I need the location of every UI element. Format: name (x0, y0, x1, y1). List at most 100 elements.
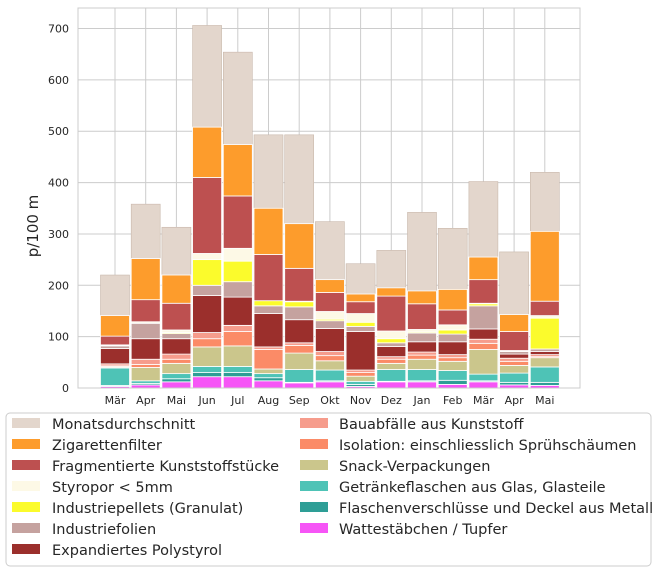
stack-segment (192, 295, 223, 333)
stack-segment (314, 311, 345, 320)
stack-segment (376, 338, 407, 344)
stack-segment (314, 351, 345, 357)
x-tick-label: Jul (230, 394, 244, 407)
stack-segment (468, 381, 499, 389)
legend-swatch (12, 418, 40, 428)
x-tick-label: Jan (413, 394, 431, 407)
y-tick-label: 200 (48, 279, 69, 292)
stack-segment (529, 317, 560, 350)
stack-segment (100, 315, 130, 337)
legend-swatch (12, 502, 40, 512)
stack-segment (222, 376, 253, 389)
stack-segment (314, 328, 345, 352)
stack-segment (130, 338, 161, 360)
stack-segment (376, 342, 407, 347)
stack-segment (100, 348, 130, 365)
stack-segment (100, 335, 130, 346)
stack-segment (468, 338, 499, 344)
stack-segment (284, 223, 315, 269)
stack-segment (345, 293, 376, 303)
stack-segment (345, 380, 376, 385)
stack-segment (222, 144, 253, 197)
stack-segment (284, 301, 315, 308)
stack-segment (376, 295, 407, 332)
stack-segment (161, 353, 192, 360)
legend-swatch (12, 439, 40, 449)
stack-segment (222, 366, 253, 373)
stack-segment (284, 382, 315, 389)
stack-segment (284, 267, 315, 302)
x-tick-label: Nov (350, 394, 372, 407)
y-tick-label: 700 (48, 23, 69, 36)
stacked-series-bars (100, 126, 560, 389)
stack-segment (314, 369, 345, 382)
stack-segment (529, 366, 560, 383)
stack-segment (161, 362, 192, 375)
stack-segment (529, 381, 560, 386)
stack-segment (468, 373, 499, 382)
stack-segment (314, 355, 345, 362)
stack-segment (253, 377, 284, 382)
stack-segment (529, 300, 560, 316)
stack-segment (161, 381, 192, 389)
stack-segment (161, 333, 192, 340)
legend-label: Flaschenverschlüsse und Deckel aus Metal… (339, 501, 653, 517)
stack-segment (407, 332, 437, 343)
stack-segment (345, 375, 376, 382)
stack-segment (130, 363, 161, 368)
x-axis-ticks: Mär Apr Mai Jun Jul Aug Sep Okt Nov Dez Jan Feb Mär A… (105, 394, 555, 407)
stack-segment (437, 324, 468, 331)
stack-segment (468, 279, 499, 304)
stack-segment (161, 373, 192, 380)
legend-swatch (12, 481, 40, 491)
y-tick-label: 300 (48, 228, 69, 241)
x-tick-label: Mär (473, 394, 494, 407)
x-tick-label: Jun (198, 394, 216, 407)
stack-segment (499, 331, 530, 351)
stack-segment (253, 380, 284, 389)
stack-segment (192, 346, 223, 367)
stack-segment (222, 247, 253, 262)
stack-segment (437, 370, 468, 381)
legend-swatch (12, 460, 40, 470)
stack-segment (130, 299, 161, 323)
stack-segment (499, 360, 530, 366)
legend-swatch (300, 460, 328, 470)
stack-segment (284, 369, 315, 383)
x-tick-label: Sep (289, 394, 310, 407)
stack-segment (437, 333, 468, 343)
stack-segment (192, 332, 223, 340)
stack-segment (161, 378, 192, 383)
legend-swatch (12, 544, 40, 554)
stack-segment (222, 324, 253, 332)
stack-segment (437, 384, 468, 389)
y-tick-label: 600 (48, 74, 69, 87)
legend-label: Isolation: einschliesslich Sprühschäumen (339, 438, 636, 454)
stack-segment (499, 365, 530, 374)
legend-label: Getränkeflaschen aus Glas, Glasteile (339, 480, 606, 496)
stack-segment (222, 345, 253, 367)
stack-segment (345, 325, 376, 332)
legend-label: Zigarettenfilter (52, 438, 162, 454)
stack-segment (345, 301, 376, 314)
stack-segment (253, 349, 284, 370)
stack-segment (314, 381, 345, 389)
stack-segment (376, 330, 407, 340)
stack-segment (314, 360, 345, 371)
x-tick-label: Okt (320, 394, 340, 407)
stack-segment (499, 372, 530, 383)
stack-segment (499, 353, 530, 359)
stack-segment (130, 367, 161, 382)
plot-border (77, 7, 581, 389)
x-tick-label: Mai (535, 394, 554, 407)
stack-segment (468, 342, 499, 350)
stack-segment (468, 328, 499, 340)
x-tick-label: Mär (105, 394, 126, 407)
stack-segment (345, 372, 376, 377)
stack-segment (376, 346, 407, 358)
y-tick-label: 500 (48, 125, 69, 138)
stack-segment (192, 376, 223, 389)
y-axis-ticks: 0 100 200 300 400 500 600 700 (48, 23, 69, 395)
stack-segment (192, 253, 223, 261)
stack-segment (407, 351, 437, 356)
